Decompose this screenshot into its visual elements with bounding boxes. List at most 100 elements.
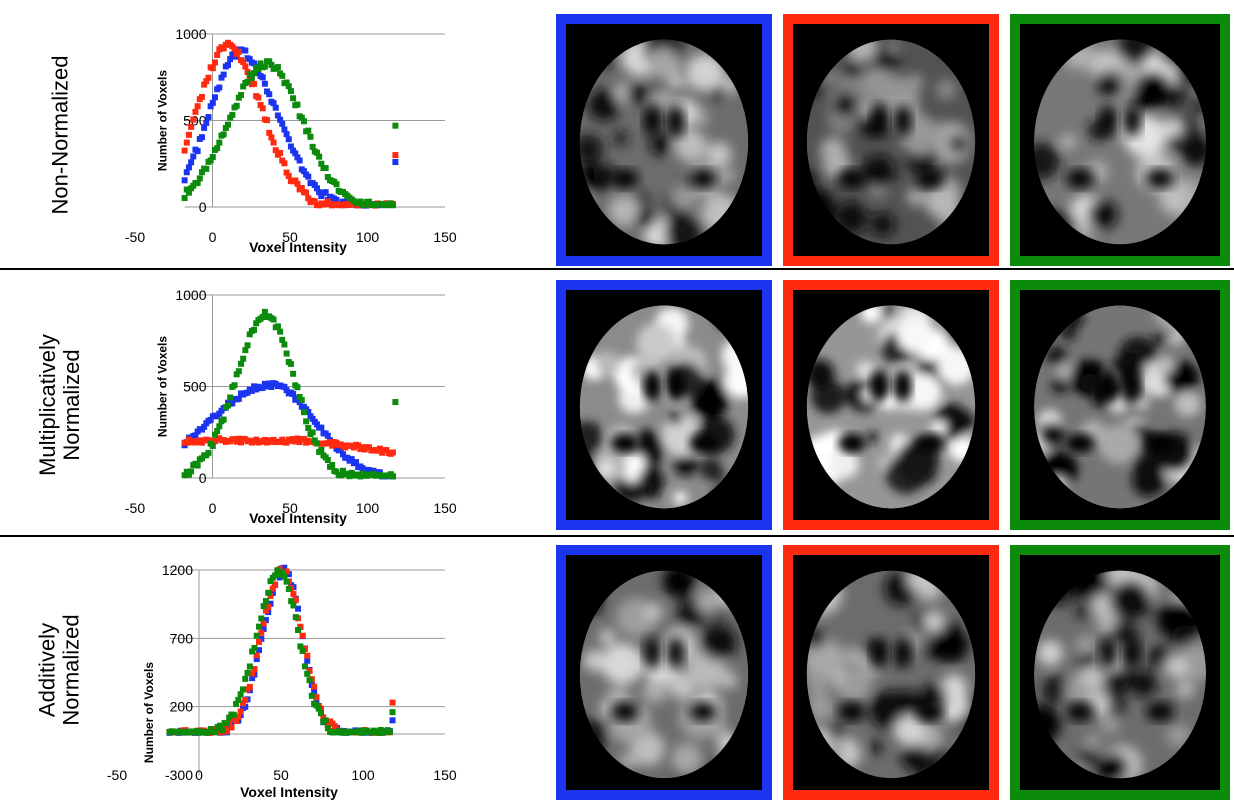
- x-tick-label: 150: [433, 500, 457, 516]
- data-point: [198, 169, 205, 176]
- data-point: [295, 627, 302, 634]
- data-point: [190, 153, 197, 160]
- data-point: [216, 722, 223, 729]
- data-point: [228, 724, 235, 731]
- data-point: [183, 139, 190, 146]
- data-point: [235, 48, 242, 55]
- data-point: [246, 683, 253, 690]
- data-point: [223, 728, 230, 735]
- data-point: [272, 147, 279, 154]
- data-point: [235, 435, 242, 442]
- x-tick-label: -50: [125, 500, 145, 516]
- data-point: [290, 95, 297, 102]
- data-point: [300, 118, 307, 125]
- outlier-point: [392, 159, 399, 166]
- x-tick-label: 50: [282, 500, 298, 516]
- data-point: [265, 603, 272, 610]
- data-point: [225, 61, 231, 68]
- data-point: [290, 602, 297, 609]
- data-point: [288, 598, 295, 605]
- data-point: [211, 431, 218, 438]
- data-point: [311, 683, 318, 690]
- row-label-line: Additively: [34, 622, 60, 718]
- data-point: [237, 691, 244, 698]
- data-point: [239, 700, 246, 707]
- data-point: [292, 177, 299, 184]
- data-point: [283, 79, 290, 86]
- data-point: [267, 592, 274, 599]
- data-point: [389, 202, 396, 209]
- data-point: [227, 56, 234, 63]
- data-point: [251, 326, 258, 333]
- data-point: [295, 605, 302, 612]
- data-point: [348, 456, 355, 463]
- data-point: [309, 429, 316, 436]
- x-tick-label: 0: [209, 229, 217, 245]
- brain-slice-image: [579, 305, 749, 509]
- data-point: [238, 360, 245, 367]
- data-point: [306, 677, 313, 684]
- row-label-line: Normalized: [59, 349, 85, 461]
- brain-slice-green: [1010, 545, 1230, 800]
- x-tick-label: 150: [433, 229, 457, 245]
- data-point: [251, 70, 258, 77]
- data-point: [305, 173, 312, 180]
- data-point: [194, 462, 201, 469]
- data-point: [313, 421, 320, 428]
- data-point: [214, 428, 221, 435]
- data-point: [233, 718, 240, 725]
- data-point: [266, 380, 273, 387]
- data-point: [322, 717, 329, 724]
- data-point: [257, 101, 264, 108]
- data-point: [316, 189, 323, 196]
- data-point: [308, 692, 315, 699]
- data-point: [266, 91, 273, 98]
- data-point: [376, 445, 383, 452]
- data-point: [258, 615, 265, 622]
- data-point: [287, 143, 294, 150]
- data-point: [233, 371, 240, 378]
- data-point: [326, 439, 333, 446]
- data-point: [196, 175, 203, 182]
- data-point: [209, 442, 216, 449]
- data-point: [220, 416, 227, 423]
- data-point: [313, 440, 320, 447]
- data-point: [207, 157, 214, 164]
- data-point: [223, 720, 230, 727]
- data-point: [220, 131, 227, 138]
- data-point: [205, 74, 212, 81]
- data-point: [315, 705, 322, 712]
- data-point: [246, 56, 253, 63]
- data-point: [366, 198, 373, 205]
- data-point: [281, 383, 288, 390]
- data-point: [303, 189, 310, 196]
- data-point: [244, 342, 251, 349]
- data-point: [305, 127, 312, 134]
- data-point: [287, 88, 294, 95]
- outlier-point: [389, 699, 396, 706]
- data-point: [329, 442, 336, 449]
- data-point: [261, 63, 268, 70]
- data-point: [357, 198, 364, 205]
- data-point: [209, 65, 216, 72]
- data-point: [296, 157, 303, 164]
- data-point: [253, 656, 260, 663]
- data-point: [389, 449, 396, 456]
- data-point: [192, 108, 199, 115]
- data-point: [209, 154, 216, 161]
- data-point: [216, 84, 223, 91]
- data-point: [259, 74, 266, 81]
- data-point: [181, 472, 188, 479]
- data-point: [255, 66, 262, 73]
- data-point: [285, 585, 292, 592]
- data-point: [259, 384, 266, 391]
- data-point: [279, 336, 286, 343]
- data-point: [270, 100, 277, 107]
- x-tick-label: 0: [195, 767, 203, 783]
- data-point: [242, 675, 249, 682]
- data-point: [274, 64, 281, 71]
- data-point: [244, 669, 251, 676]
- row-label-line: Non-Normalized: [47, 55, 73, 215]
- data-point: [262, 617, 269, 624]
- series-blue: [166, 564, 396, 736]
